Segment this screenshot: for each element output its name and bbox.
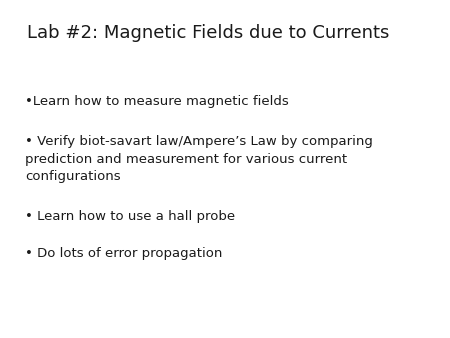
- Text: • Learn how to use a hall probe: • Learn how to use a hall probe: [25, 210, 235, 222]
- Text: Lab #2: Magnetic Fields due to Currents: Lab #2: Magnetic Fields due to Currents: [27, 24, 389, 42]
- Text: • Do lots of error propagation: • Do lots of error propagation: [25, 247, 222, 260]
- Text: • Verify biot-savart law/Ampere’s Law by comparing
prediction and measurement fo: • Verify biot-savart law/Ampere’s Law by…: [25, 135, 373, 183]
- Text: •Learn how to measure magnetic fields: •Learn how to measure magnetic fields: [25, 95, 288, 107]
